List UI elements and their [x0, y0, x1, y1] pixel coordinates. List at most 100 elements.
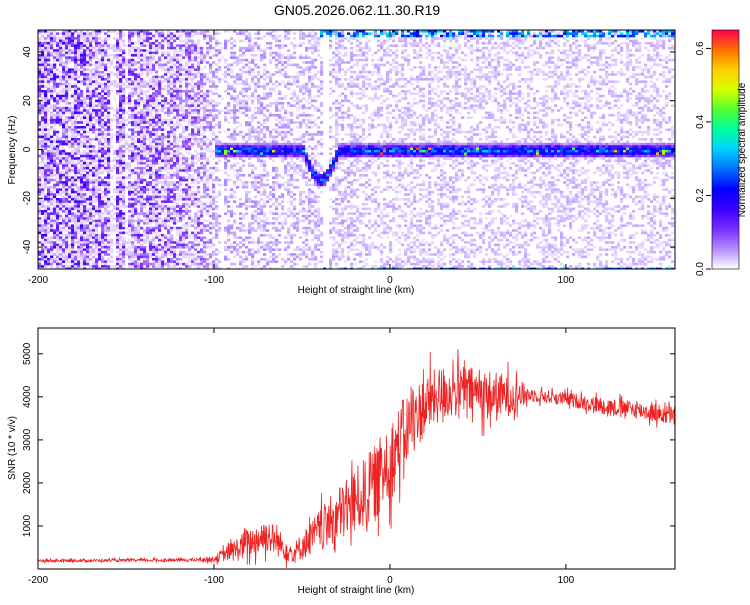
spectrogram-cell	[74, 61, 78, 64]
spectrogram-cell	[233, 262, 237, 266]
spectrogram-cell	[164, 135, 168, 139]
spectrogram-cell	[140, 126, 144, 129]
spectrogram-cell	[38, 265, 42, 268]
spectrogram-cell	[170, 258, 174, 261]
spectrogram-cell	[248, 133, 252, 136]
spectrogram-cell	[197, 190, 201, 194]
spectrogram-cell	[182, 176, 186, 179]
spectrogram-cell	[128, 61, 132, 64]
spectrogram-cell	[242, 99, 246, 103]
spectrogram-cell	[74, 97, 78, 100]
spectrogram-cell	[59, 32, 63, 35]
spectrogram-cell	[83, 181, 87, 184]
spectrogram-cell	[164, 37, 168, 40]
spectrogram-cell	[128, 78, 132, 81]
spectrogram-cell	[131, 121, 135, 124]
spectrogram-cell	[173, 205, 177, 208]
spectrogram-cell	[161, 94, 165, 98]
spectrogram-cell	[86, 111, 90, 115]
spectrogram-cell	[215, 87, 219, 91]
spectrogram-cell	[203, 183, 207, 187]
spectrogram-cell	[161, 210, 165, 213]
spectrogram-cell	[242, 51, 246, 55]
spectrogram-cell	[50, 97, 54, 100]
spectrogram-cell	[110, 238, 114, 242]
spectrogram-cell	[149, 253, 153, 256]
spectrogram-cell	[77, 99, 81, 103]
spectrogram-cell	[176, 87, 180, 91]
spectrogram-cell	[92, 236, 96, 239]
spectrogram-cell	[227, 145, 231, 148]
spectrogram-cell	[83, 150, 87, 153]
spectrogram-cell	[59, 46, 63, 50]
spectrogram-cell	[209, 66, 213, 69]
spectrogram-cell	[191, 186, 195, 189]
spectrogram-cell	[257, 97, 261, 100]
spectrogram-cell	[41, 109, 45, 112]
spectrogram-cell	[200, 195, 204, 199]
spectrogram-cell	[134, 207, 138, 211]
spectrogram-cell	[50, 46, 54, 50]
spectrogram-cell	[200, 265, 204, 268]
spectrogram-cell	[74, 135, 78, 139]
spectrogram-cell	[245, 190, 249, 194]
spectrogram-cell	[197, 198, 201, 201]
spectrogram-cell	[245, 236, 249, 239]
spectrogram-cell	[155, 104, 159, 107]
spectrogram-cell	[191, 75, 195, 79]
spectrogram-cell	[215, 169, 219, 172]
spectrogram-cell	[185, 193, 189, 196]
spectrogram-cell	[155, 140, 159, 143]
spectrogram-cell	[149, 205, 153, 208]
spectrogram-cell	[179, 258, 183, 261]
spectrogram-cell	[152, 198, 156, 201]
spectrogram-cell	[101, 78, 105, 81]
spectrogram-cell	[101, 260, 105, 263]
spectrogram-cell	[158, 222, 162, 225]
spectrogram-cell	[251, 99, 255, 103]
spectrogram-cell	[149, 255, 153, 259]
spectrogram-cell	[179, 78, 183, 81]
spectrogram-cell	[98, 198, 102, 201]
spectrogram-cell	[83, 75, 87, 79]
spectrogram-cell	[101, 234, 105, 237]
spectrogram-cell	[104, 224, 108, 227]
spectrogram-cell	[185, 138, 189, 141]
spectrogram-cell	[98, 183, 102, 187]
spectrogram-cell	[140, 250, 144, 254]
spectrogram-cell	[107, 217, 111, 220]
spectrogram-cell	[173, 212, 177, 215]
spectrogram-cell	[200, 236, 204, 239]
spectrogram-cell	[110, 176, 114, 179]
spectrogram-cell	[71, 135, 75, 139]
spectrogram-cell	[89, 181, 93, 184]
spectrogram-cell	[197, 99, 201, 103]
spectrogram-cell	[215, 51, 219, 55]
spectrogram-cell	[140, 135, 144, 139]
spectrogram-cell	[86, 58, 90, 62]
spectrogram-cell	[158, 32, 162, 35]
spectrogram-cell	[74, 267, 78, 269]
spectrogram-cell	[149, 109, 153, 112]
spectrogram-cell	[68, 219, 72, 223]
spectrogram-cell	[170, 97, 174, 100]
spectrogram-cell	[152, 243, 156, 247]
spectrogram-cell	[101, 54, 105, 57]
spectrogram-cell	[98, 114, 102, 117]
spectrogram-cell	[182, 169, 186, 172]
spectrogram-cell	[209, 46, 213, 50]
spectrogram-cell	[254, 130, 258, 134]
spectrogram-cell	[152, 34, 156, 38]
spectrogram-cell	[191, 128, 195, 131]
spectrogram-cell	[173, 123, 177, 127]
spectrogram-cell	[179, 188, 183, 191]
spectrogram-cell	[191, 97, 195, 100]
spectrogram-cell	[152, 212, 156, 215]
spectrogram-cell	[239, 169, 243, 172]
spectrogram-cell	[74, 51, 78, 55]
spectrogram-cell	[47, 166, 51, 170]
spectrogram-cell	[158, 267, 162, 269]
spectrogram-cell	[56, 260, 60, 263]
spectrogram-cell	[155, 99, 159, 103]
spectrogram-cell	[86, 248, 90, 251]
